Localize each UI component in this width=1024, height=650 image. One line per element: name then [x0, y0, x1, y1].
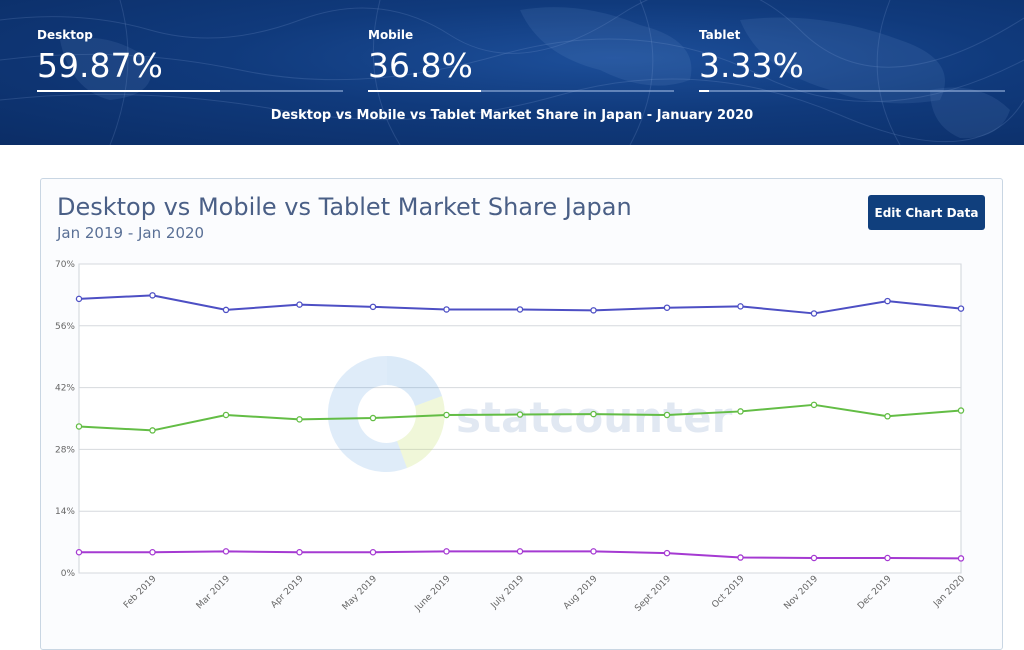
- data-point-tablet: [443, 548, 450, 555]
- data-point-tablet: [149, 549, 156, 556]
- data-point-tablet: [957, 555, 965, 562]
- data-point-mobile: [663, 411, 671, 419]
- stat-tablet-bar: [699, 90, 1005, 92]
- y-tick-label: 70%: [55, 260, 75, 270]
- watermark-text: statcounter: [456, 393, 733, 442]
- x-tick-label: Dec 2019: [856, 574, 894, 612]
- data-point-tablet: [75, 549, 83, 556]
- stat-desktop-bar-fill: [37, 90, 221, 92]
- data-point-mobile: [810, 401, 818, 409]
- data-point-desktop: [516, 306, 524, 313]
- data-point-tablet: [884, 554, 891, 562]
- data-point-desktop: [884, 297, 891, 305]
- data-point-tablet: [222, 548, 230, 555]
- data-point-desktop: [737, 303, 744, 310]
- data-point-tablet: [663, 549, 671, 557]
- x-tick-label: July 2019: [489, 574, 527, 612]
- stat-tablet: Tablet 3.33%: [699, 28, 1005, 92]
- data-point-desktop: [663, 304, 671, 311]
- watermark-logo-segment: [397, 396, 445, 468]
- stat-mobile-bar: [368, 90, 674, 92]
- data-point-tablet: [369, 549, 377, 556]
- chart-title: Desktop vs Mobile vs Tablet Market Share…: [57, 193, 632, 221]
- data-point-mobile: [443, 411, 450, 419]
- stat-desktop-value: 59.87%: [37, 46, 163, 85]
- data-point-mobile: [149, 427, 156, 434]
- data-point-tablet: [810, 554, 818, 562]
- data-point-mobile: [75, 423, 83, 430]
- data-point-desktop: [443, 306, 450, 313]
- data-point-mobile: [957, 407, 965, 414]
- x-tick-label: Sept 2019: [633, 574, 673, 614]
- stat-desktop-label: Desktop: [37, 28, 93, 42]
- data-point-mobile: [884, 413, 891, 420]
- data-point-desktop: [149, 292, 156, 299]
- data-point-desktop: [590, 307, 597, 314]
- data-point-mobile: [222, 411, 230, 419]
- stat-desktop: Desktop 59.87%: [37, 28, 343, 92]
- y-tick-label: 42%: [55, 384, 75, 394]
- stat-desktop-bar: [37, 90, 343, 92]
- data-point-desktop: [75, 295, 83, 303]
- data-point-tablet: [590, 548, 597, 555]
- data-point-desktop: [296, 301, 303, 308]
- x-tick-label: Jan 2020: [931, 574, 967, 610]
- stat-mobile-value: 36.8%: [368, 46, 473, 85]
- stat-mobile-bar-fill: [368, 90, 481, 92]
- y-tick-label: 56%: [55, 322, 75, 332]
- data-point-mobile: [369, 414, 377, 422]
- data-point-tablet: [296, 549, 303, 556]
- watermark-logo-segment: [327, 355, 407, 472]
- y-tick-label: 0%: [61, 569, 76, 579]
- data-point-desktop: [957, 305, 965, 312]
- header-banner: Desktop 59.87% Mobile 36.8% Tablet 3.33%…: [0, 0, 1024, 145]
- data-point-desktop: [810, 310, 818, 317]
- stat-tablet-bar-fill: [699, 90, 710, 92]
- world-map-background: [0, 0, 1024, 145]
- stat-mobile-label: Mobile: [368, 28, 414, 42]
- watermark-logo-segment: [387, 356, 442, 406]
- data-point-desktop: [222, 306, 230, 314]
- x-tick-label: June 2019: [413, 574, 453, 614]
- stat-mobile: Mobile 36.8%: [368, 28, 674, 92]
- chart-subtitle: Jan 2019 - Jan 2020: [57, 224, 205, 242]
- edit-chart-data-button[interactable]: Edit Chart Data: [868, 195, 985, 230]
- data-point-mobile: [737, 408, 744, 415]
- x-tick-label: Nov 2019: [782, 574, 820, 612]
- stat-tablet-label: Tablet: [699, 28, 741, 42]
- y-tick-label: 28%: [55, 445, 75, 455]
- x-tick-label: Aug 2019: [562, 574, 600, 612]
- y-tick-label: 14%: [55, 507, 75, 517]
- data-point-tablet: [516, 548, 524, 555]
- data-point-mobile: [516, 411, 524, 418]
- data-point-mobile: [296, 416, 303, 423]
- x-tick-label: Feb 2019: [122, 574, 159, 611]
- data-point-desktop: [369, 303, 377, 311]
- data-point-tablet: [737, 554, 744, 561]
- x-tick-label: Mar 2019: [195, 574, 232, 611]
- x-tick-label: Oct 2019: [710, 574, 746, 610]
- x-tick-label: Apr 2019: [269, 574, 305, 610]
- stat-tablet-value: 3.33%: [699, 46, 804, 85]
- data-point-mobile: [590, 410, 597, 418]
- banner-title: Desktop vs Mobile vs Tablet Market Share…: [270, 108, 754, 123]
- line-chart: 0% 14% 28% 42% 56% 70% statcounter Feb 2019 Mar …: [55, 260, 967, 614]
- x-tick-label: May 2019: [341, 574, 380, 613]
